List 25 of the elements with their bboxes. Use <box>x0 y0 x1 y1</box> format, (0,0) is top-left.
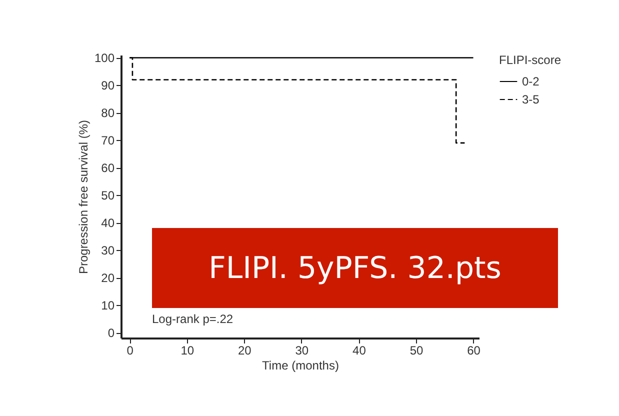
y-tick-label: 40 <box>101 216 115 230</box>
y-tick-label: 30 <box>101 244 115 258</box>
y-tick-label: 60 <box>101 161 115 176</box>
x-tick-label: 20 <box>238 344 252 358</box>
x-tick-label: 10 <box>180 344 194 358</box>
caption-box: FLIPI. 5yPFS. 32.pts <box>152 228 558 308</box>
annotation: Log-rank p=.22 <box>152 312 234 326</box>
x-tick-label: 60 <box>467 344 481 358</box>
x-tick-label: 0 <box>126 344 134 358</box>
x-tick-label: 40 <box>352 344 366 358</box>
y-tick-label: 20 <box>101 271 115 286</box>
x-tick-label: 30 <box>295 344 309 358</box>
y-axis-title: Progression free survival (%) <box>76 120 90 274</box>
y-tick-label: 80 <box>101 106 115 120</box>
y-tick-label: 50 <box>101 188 115 203</box>
x-tick-label: 50 <box>410 344 424 358</box>
y-tick-label: 90 <box>101 78 115 93</box>
x-axis-title: Time (months) <box>262 358 339 372</box>
y-tick-label: 100 <box>94 51 115 66</box>
legend-title: FLIPI-score <box>499 53 562 67</box>
y-tick-label: 70 <box>101 134 115 148</box>
legend-label: 3-5 <box>522 92 540 106</box>
y-tick-label: 10 <box>101 298 115 313</box>
legend-label: 0-2 <box>522 74 540 88</box>
y-tick-label: 0 <box>108 326 115 340</box>
